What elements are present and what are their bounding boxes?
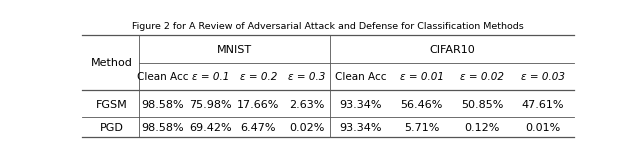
Text: 56.46%: 56.46% [401, 100, 443, 110]
Text: MNIST: MNIST [217, 45, 252, 55]
Text: ε = 0.03: ε = 0.03 [521, 72, 565, 82]
Text: Figure 2 for A Review of Adversarial Attack and Defense for Classification Metho: Figure 2 for A Review of Adversarial Att… [132, 22, 524, 31]
Text: 50.85%: 50.85% [461, 100, 504, 110]
Text: 69.42%: 69.42% [189, 123, 232, 133]
Text: 2.63%: 2.63% [289, 100, 324, 110]
Text: ε = 0.01: ε = 0.01 [399, 72, 444, 82]
Text: CIFAR10: CIFAR10 [429, 45, 475, 55]
Text: Method: Method [92, 58, 133, 68]
Text: Clean Acc: Clean Acc [137, 72, 188, 82]
Text: 0.02%: 0.02% [289, 123, 324, 133]
Text: ε = 0.1: ε = 0.1 [192, 72, 229, 82]
Text: 98.58%: 98.58% [141, 100, 184, 110]
Text: 5.71%: 5.71% [404, 123, 439, 133]
Text: 93.34%: 93.34% [340, 123, 382, 133]
Text: 6.47%: 6.47% [241, 123, 276, 133]
Text: 17.66%: 17.66% [237, 100, 280, 110]
Text: Clean Acc: Clean Acc [335, 72, 387, 82]
Text: FGSM: FGSM [97, 100, 128, 110]
Text: 0.12%: 0.12% [465, 123, 500, 133]
Text: ε = 0.2: ε = 0.2 [240, 72, 277, 82]
Text: ε = 0.02: ε = 0.02 [460, 72, 504, 82]
Text: 75.98%: 75.98% [189, 100, 232, 110]
Text: 0.01%: 0.01% [525, 123, 561, 133]
Text: 93.34%: 93.34% [340, 100, 382, 110]
Text: PGD: PGD [100, 123, 124, 133]
Text: 98.58%: 98.58% [141, 123, 184, 133]
Text: 47.61%: 47.61% [522, 100, 564, 110]
Text: ε = 0.3: ε = 0.3 [288, 72, 325, 82]
